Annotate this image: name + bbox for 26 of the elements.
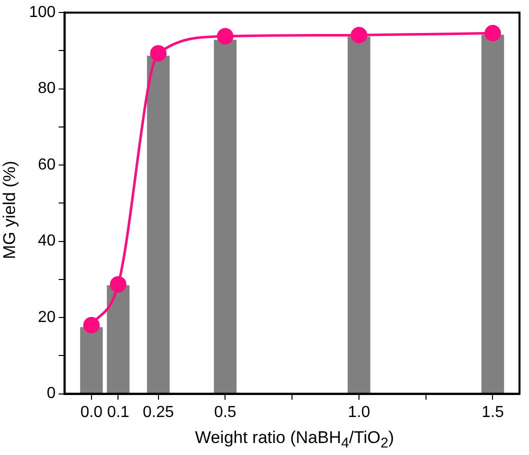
point <box>83 316 100 334</box>
x-tick-label: 0.1 <box>107 404 130 421</box>
y-tick-label: 100 <box>28 4 56 22</box>
y-tick-label: 20 <box>38 308 56 326</box>
x-tick-label: 0.0 <box>80 404 103 421</box>
bar <box>80 327 103 394</box>
x-axis-title: Weight ratio (NaBH$_{4}$/TiO$_{2}$) <box>194 428 396 452</box>
x-tick-label: 0.5 <box>214 404 236 421</box>
bar <box>481 34 504 394</box>
point <box>350 26 368 44</box>
bar <box>106 285 130 394</box>
bar <box>147 56 170 394</box>
y-tick-label: 80 <box>38 80 56 98</box>
point <box>150 45 167 62</box>
x-tick-label: 0.25 <box>142 404 174 421</box>
bar <box>348 36 370 394</box>
point <box>110 276 126 293</box>
x-tick-label: 1.0 <box>348 404 370 421</box>
point <box>216 28 234 44</box>
x-tick-label: 1.5 <box>482 404 504 421</box>
bar <box>214 40 237 394</box>
y-axis-title: MG yield (%) <box>0 160 20 262</box>
y-tick-label: 0 <box>46 385 56 402</box>
point <box>484 24 501 42</box>
y-tick-label: 40 <box>38 232 56 250</box>
y-tick-label: 60 <box>38 156 56 174</box>
